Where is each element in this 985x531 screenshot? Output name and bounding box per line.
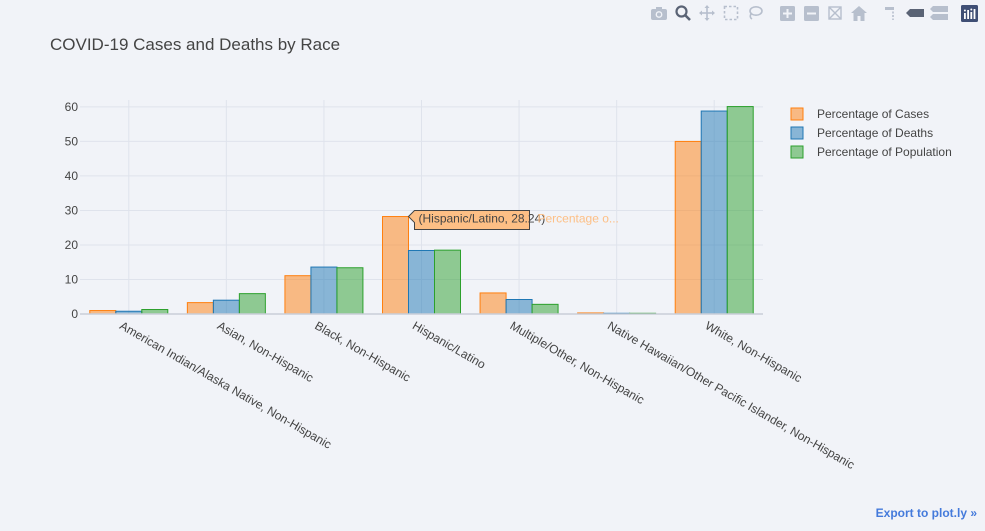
bar[interactable] [700, 110, 728, 315]
y-tick-label: 20 [65, 238, 79, 252]
bar[interactable] [186, 302, 214, 315]
export-link[interactable]: Export to plot.ly » [875, 506, 977, 520]
grid-layer [80, 100, 763, 314]
autoscale-icon[interactable] [823, 2, 847, 24]
reset-axes-icon[interactable] [847, 2, 871, 24]
y-tick-label: 30 [65, 203, 79, 217]
bars-layer [89, 106, 754, 315]
x-tick-label: Asian, Non-Hispanic [215, 318, 316, 384]
lasso-icon[interactable] [743, 2, 767, 24]
tooltip-box [407, 210, 530, 231]
x-tick-label: American Indian/Alaska Native, Non-Hispa… [117, 318, 334, 451]
legend-item[interactable]: Percentage of Cases [790, 107, 929, 121]
hover-compare-icon[interactable] [927, 2, 951, 24]
bar[interactable] [382, 216, 409, 315]
y-tick-label: 60 [65, 100, 79, 114]
legend-swatch [790, 107, 804, 121]
y-tick-label: 50 [65, 134, 79, 148]
legend-label: Percentage of Deaths [817, 126, 933, 140]
bar[interactable] [238, 293, 266, 315]
plotly-logo-icon[interactable] [957, 2, 981, 24]
legend-swatch [790, 126, 804, 140]
bar[interactable] [336, 267, 364, 315]
y-tick-label: 0 [71, 307, 78, 321]
x-tick-label: White, Non-Hispanic [703, 318, 805, 385]
bar[interactable] [674, 140, 702, 315]
x-tick-label: Black, Non-Hispanic [312, 318, 413, 384]
legend-label: Percentage of Cases [817, 107, 929, 121]
modebar [647, 2, 981, 24]
x-tick-label: Hispanic/Latino [410, 318, 488, 371]
box-select-icon[interactable] [719, 2, 743, 24]
legend-swatch [790, 145, 804, 159]
camera-icon[interactable] [647, 2, 671, 24]
zoom-icon[interactable] [671, 2, 695, 24]
bar[interactable] [505, 299, 533, 315]
bar[interactable] [408, 249, 435, 315]
bar[interactable] [212, 299, 240, 315]
tooltip-text: (Hispanic/Latino, 28.24) [419, 212, 546, 226]
legend-item[interactable]: Percentage of Population [790, 145, 952, 159]
zoom-in-icon[interactable] [775, 2, 799, 24]
bar[interactable] [531, 303, 559, 315]
pan-icon[interactable] [695, 2, 719, 24]
hover-tooltip: (Hispanic/Latino, 28.24)Percentage o... [407, 210, 619, 231]
legend[interactable]: Percentage of Cases Percentage of Deaths P… [790, 107, 952, 159]
legend-item[interactable]: Percentage of Deaths [790, 126, 933, 140]
chart-title: COVID-19 Cases and Deaths by Race [50, 35, 340, 54]
spike-lines-icon[interactable] [879, 2, 903, 24]
hover-closest-icon[interactable] [903, 2, 927, 24]
bar[interactable] [310, 266, 338, 315]
bar[interactable] [284, 275, 312, 315]
tooltip-series-name: Percentage o... [538, 212, 619, 226]
bar[interactable] [479, 292, 507, 315]
y-tick-label: 40 [65, 169, 79, 183]
bar[interactable] [726, 106, 754, 315]
legend-label: Percentage of Population [817, 145, 952, 159]
y-tick-label: 10 [65, 272, 79, 286]
zoom-out-icon[interactable] [799, 2, 823, 24]
bar[interactable] [434, 249, 461, 315]
